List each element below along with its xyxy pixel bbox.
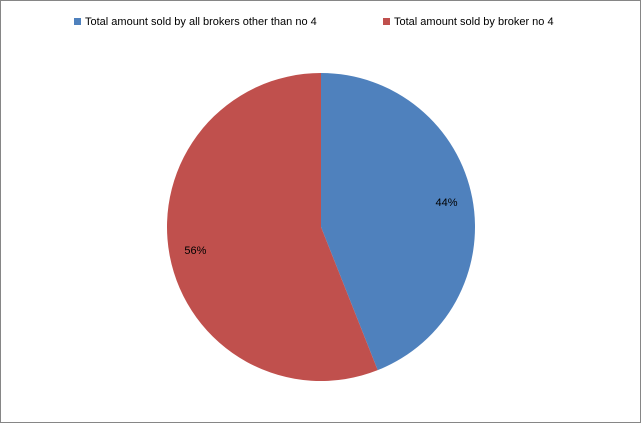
legend-label: Total amount sold by broker no 4	[394, 16, 554, 28]
pie-slice	[321, 73, 475, 371]
data-label: 56%	[184, 245, 206, 257]
legend-label: Total amount sold by all brokers other t…	[85, 16, 317, 28]
legend-swatch	[383, 18, 390, 25]
pie-slice	[167, 73, 378, 382]
legend-swatch	[74, 18, 81, 25]
data-label: 44%	[436, 197, 458, 209]
